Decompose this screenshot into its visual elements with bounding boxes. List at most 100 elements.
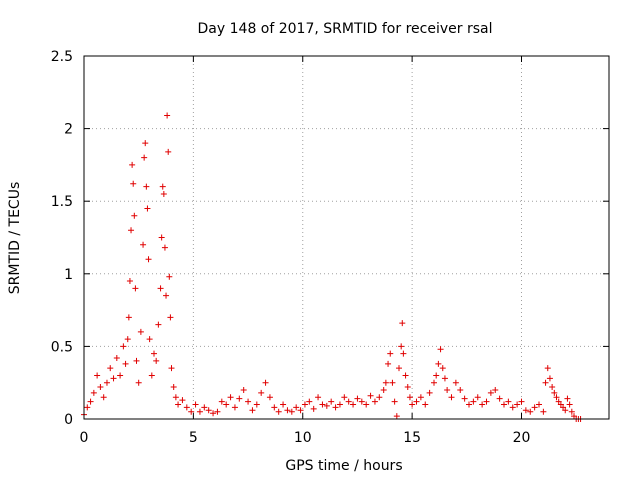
data-point — [284, 407, 291, 414]
data-point — [175, 401, 182, 408]
data-point — [466, 401, 472, 408]
data-point — [542, 379, 549, 386]
data-point — [210, 410, 217, 417]
data-point — [315, 394, 322, 401]
data-point — [431, 379, 437, 386]
data-point — [417, 394, 424, 401]
data-point — [483, 398, 490, 405]
data-point — [396, 365, 402, 372]
data-point — [306, 398, 313, 405]
data-point — [444, 386, 451, 393]
data-point — [145, 256, 152, 263]
data-point — [371, 398, 378, 405]
data-point — [266, 394, 273, 401]
data-point — [166, 273, 173, 280]
data-point — [406, 394, 413, 401]
data-point — [433, 372, 440, 379]
data-point — [125, 314, 132, 321]
data-point — [141, 154, 148, 161]
data-point — [84, 404, 91, 411]
y-tick-label: 1.5 — [51, 194, 73, 210]
data-point — [280, 401, 287, 408]
data-point — [157, 285, 164, 292]
data-point — [514, 401, 521, 408]
data-point — [509, 404, 516, 411]
data-point — [382, 379, 389, 386]
data-point — [214, 408, 221, 415]
data-point — [117, 372, 124, 379]
data-point — [470, 398, 477, 405]
data-point — [258, 389, 265, 396]
data-point — [332, 404, 339, 411]
data-point — [288, 408, 295, 415]
data-point — [231, 404, 238, 411]
data-point — [399, 320, 406, 327]
data-point — [501, 401, 507, 408]
data-point — [131, 212, 138, 219]
gridlines — [84, 56, 609, 419]
plot-frame — [83, 55, 610, 420]
data-point — [94, 372, 101, 379]
data-point — [271, 404, 278, 411]
data-point — [437, 346, 444, 353]
data-point — [380, 386, 387, 393]
data-point — [168, 365, 175, 372]
data-point — [130, 180, 137, 187]
data-point — [350, 401, 357, 408]
data-point — [551, 389, 558, 396]
data-point — [385, 360, 392, 367]
data-point — [218, 398, 225, 405]
x-tick-label: 15 — [403, 430, 421, 446]
data-point — [201, 404, 208, 411]
data-point — [568, 408, 575, 415]
data-point — [148, 372, 155, 379]
data-point — [107, 365, 114, 372]
data-point — [422, 401, 429, 408]
x-tick-label: 5 — [189, 430, 198, 446]
data-point — [426, 389, 433, 396]
data-point — [297, 407, 304, 414]
data-point — [358, 398, 365, 405]
data-point — [354, 395, 361, 402]
data-point — [549, 384, 556, 391]
chart-title: Day 148 of 2017, SRMTID for receiver rsa… — [198, 21, 493, 37]
data-point — [133, 357, 140, 364]
data-point — [245, 398, 252, 405]
data-point — [387, 350, 394, 357]
data-point — [402, 372, 409, 379]
data-point — [87, 398, 94, 405]
data-point — [179, 397, 186, 404]
data-point — [492, 386, 499, 393]
data-point — [159, 183, 166, 190]
data-point — [310, 405, 317, 412]
data-point — [566, 401, 573, 408]
data-point — [158, 234, 165, 241]
data-point — [188, 408, 195, 415]
data-point — [336, 401, 343, 408]
data-marks — [81, 112, 584, 422]
data-point — [435, 360, 442, 367]
data-point — [323, 402, 330, 409]
data-point — [479, 401, 486, 408]
data-point — [90, 389, 97, 396]
data-point — [540, 408, 547, 415]
data-point — [144, 205, 151, 212]
data-point — [113, 355, 120, 362]
data-point — [155, 321, 162, 328]
data-point — [553, 394, 560, 401]
data-point — [129, 161, 136, 168]
data-point — [452, 379, 459, 386]
data-point — [97, 384, 104, 391]
data-point — [461, 395, 468, 402]
data-point — [275, 408, 282, 415]
data-point — [142, 140, 149, 147]
data-point — [164, 112, 171, 119]
data-point — [522, 407, 529, 414]
data-point — [531, 404, 538, 411]
data-point — [170, 384, 177, 391]
data-point — [393, 413, 400, 420]
x-axis-title: GPS time / hours — [285, 458, 402, 474]
data-point — [527, 408, 534, 415]
data-point — [562, 407, 569, 414]
